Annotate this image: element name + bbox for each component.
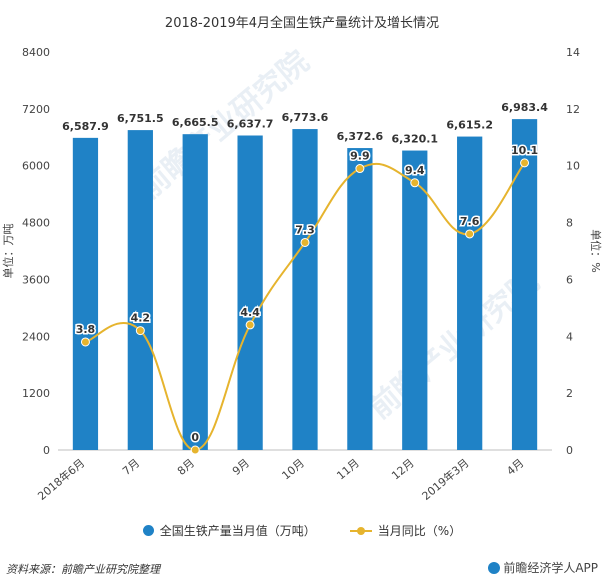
right-tick-label: 14 (566, 46, 580, 59)
watermark: 前瞻产业研究院 (133, 44, 316, 206)
bar-value-label: 6,372.6 (337, 130, 384, 143)
legend-line-swatch (349, 525, 372, 536)
bar-value-label: 6,983.4 (501, 101, 548, 114)
yoy-value-label: 7.6 (460, 215, 480, 228)
bar-value-label: 6,751.5 (117, 112, 164, 125)
legend-label-yoy: 当月同比（%） (377, 524, 462, 538)
bar (511, 119, 538, 450)
brand: 前瞻经济学人APP (488, 559, 598, 576)
x-tick-label: 8月 (175, 456, 197, 478)
legend-item-yoy[interactable]: 当月同比（%） (349, 522, 462, 539)
yoy-line (85, 162, 526, 452)
bar-value-label: 6,637.7 (227, 117, 274, 130)
yoy-value-label: 4.4 (240, 306, 260, 319)
yoy-point (465, 229, 475, 239)
bar (72, 137, 99, 451)
bar (292, 129, 318, 451)
left-tick-label: 4800 (22, 217, 50, 230)
yoy-point (520, 158, 530, 168)
left-tick-label: 7200 (22, 103, 50, 116)
bar (127, 130, 153, 451)
yoy-value-label: 10.1 (511, 144, 538, 157)
yoy-value-label: 9.9 (350, 150, 370, 163)
yoy-point (410, 178, 420, 188)
yoy-point (190, 445, 200, 455)
right-tick-label: 8 (566, 217, 573, 230)
bar (402, 150, 428, 450)
bar-value-label: 6,773.6 (282, 111, 329, 124)
x-tick-label: 2019年3月 (419, 456, 472, 503)
yoy-value-label: 4.2 (131, 312, 151, 325)
chart-title: 2018-2019年4月全国生铁产量统计及增长情况 (164, 16, 440, 31)
right-tick-label: 6 (566, 273, 573, 286)
right-tick-label: 10 (566, 160, 580, 173)
right-tick-label: 4 (566, 330, 573, 343)
source-note: 资料来源：前瞻产业研究院整理 (6, 563, 160, 576)
bar-value-label: 6,615.2 (446, 119, 493, 132)
right-tick-label: 12 (566, 103, 580, 116)
yoy-point (135, 326, 145, 336)
x-tick-label: 10月 (279, 456, 307, 482)
yoy-value-label: 9.4 (405, 164, 425, 177)
left-tick-label: 0 (43, 444, 50, 457)
right-tick-label: 2 (566, 387, 573, 400)
yoy-point (245, 320, 255, 330)
bar (347, 148, 373, 450)
x-tick-label: 9月 (230, 456, 252, 478)
chart-canvas: 前瞻产业研究院前瞻产业研究院01200240036004800600072008… (1, 44, 603, 503)
bar-value-label: 6,665.5 (172, 116, 219, 129)
yoy-value-label: 3.8 (76, 323, 96, 336)
brand-name: 前瞻经济学人APP (503, 561, 598, 575)
yoy-point (355, 164, 365, 174)
left-axis-title: 单位：万吨 (1, 224, 15, 279)
x-tick-label: 7月 (120, 456, 142, 478)
x-tick-label: 12月 (389, 456, 417, 482)
left-tick-label: 3600 (22, 273, 50, 286)
brand-logo-icon (488, 561, 501, 574)
bar-value-label: 6,320.1 (391, 133, 438, 146)
bar (237, 135, 263, 450)
legend-bar-swatch (142, 525, 154, 536)
right-axis-title: 单位：% (589, 229, 603, 272)
yoy-point (300, 237, 310, 247)
bar (457, 136, 483, 450)
legend-item-production[interactable]: 全国生铁产量当月值（万吨） (142, 522, 316, 539)
left-tick-label: 2400 (22, 330, 50, 343)
yoy-point (80, 337, 90, 347)
yoy-value-label: 7.3 (295, 223, 315, 236)
x-tick-label: 4月 (504, 456, 526, 478)
yoy-value-label: 0 (191, 431, 199, 444)
left-tick-label: 1200 (22, 387, 50, 400)
bar (182, 134, 208, 451)
x-tick-label: 2018年6月 (35, 456, 88, 503)
legend-label-production: 全国生铁产量当月值（万吨） (159, 524, 316, 538)
x-tick-label: 11月 (334, 456, 362, 482)
bar-value-label: 6,587.9 (62, 120, 109, 133)
legend: 全国生铁产量当月值（万吨） 当月同比（%） (0, 522, 604, 539)
left-tick-label: 6000 (22, 160, 50, 173)
right-tick-label: 0 (566, 444, 573, 457)
left-tick-label: 8400 (22, 46, 50, 59)
